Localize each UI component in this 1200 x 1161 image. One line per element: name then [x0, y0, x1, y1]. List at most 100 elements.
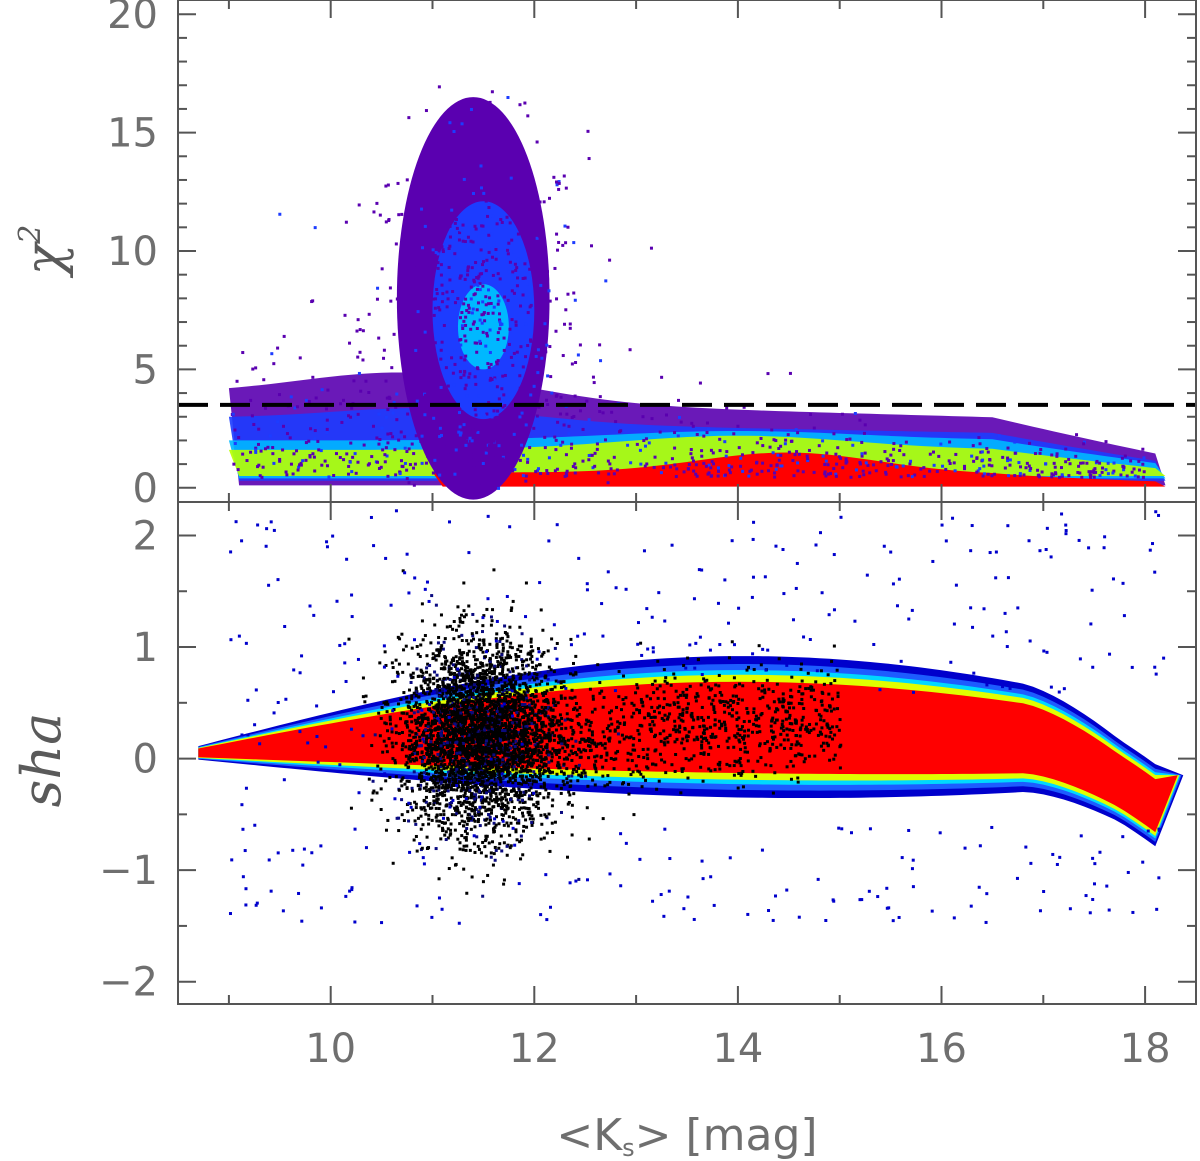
bottom-point — [394, 658, 398, 662]
top-point — [578, 343, 582, 347]
bottom-point — [384, 828, 388, 832]
bottom-point — [498, 698, 502, 702]
top-point — [513, 467, 517, 471]
top-point — [554, 180, 558, 184]
bottom-point — [512, 789, 516, 793]
bottom-point — [528, 726, 532, 730]
top-point — [406, 294, 410, 298]
bottom-point — [471, 780, 475, 784]
top-point — [436, 252, 440, 256]
bottom-point — [482, 719, 486, 723]
top-point — [378, 438, 382, 442]
bottom-point — [491, 715, 495, 719]
top-point — [468, 447, 472, 451]
top-point — [487, 302, 491, 306]
bottom-point — [473, 800, 477, 804]
bottom-point — [519, 838, 523, 842]
top-point — [525, 221, 529, 225]
top-point — [245, 459, 249, 463]
bottom-point — [455, 767, 459, 771]
top-point — [484, 199, 488, 203]
bottom-point — [442, 813, 446, 817]
bottom-point — [479, 744, 483, 748]
bottom-point — [420, 750, 424, 754]
bottom-point — [432, 802, 436, 806]
top-point — [531, 386, 535, 390]
bottom-point — [528, 685, 532, 689]
top-point — [910, 475, 914, 479]
top-point — [1098, 474, 1102, 478]
bottom-point — [490, 723, 494, 727]
top-point — [508, 327, 512, 331]
top-point — [475, 341, 479, 345]
top-point — [272, 461, 276, 465]
top-point — [723, 440, 727, 444]
top-point — [359, 389, 363, 393]
bottom-point — [419, 806, 423, 810]
bottom-point — [474, 646, 478, 650]
top-point — [563, 224, 567, 228]
top-point — [538, 200, 542, 204]
bottom-point — [511, 678, 515, 682]
top-point — [837, 455, 841, 459]
bottom-point — [434, 741, 438, 745]
top-point — [465, 439, 469, 443]
bottom-point — [529, 640, 533, 644]
top-point — [812, 426, 816, 430]
bottom-point — [525, 696, 529, 700]
top-point — [461, 327, 465, 331]
bottom-point — [450, 678, 454, 682]
bottom-point — [453, 719, 457, 723]
bottom-point — [432, 759, 436, 763]
bottom-point — [513, 693, 517, 697]
top-point — [478, 318, 482, 322]
bottom-point — [506, 668, 510, 672]
top-point — [486, 311, 490, 315]
bottom-point — [407, 747, 411, 751]
bottom-point — [482, 677, 486, 681]
top-point — [478, 272, 482, 276]
bottom-point — [428, 728, 432, 732]
bottom-point — [441, 826, 445, 830]
bottom-point — [494, 727, 498, 731]
bottom-point — [506, 743, 510, 747]
bottom-point — [545, 750, 549, 754]
top-point — [450, 208, 454, 212]
top-point — [573, 462, 577, 466]
bottom-point — [439, 613, 443, 617]
bottom-point — [402, 819, 406, 823]
bottom-point — [431, 754, 435, 758]
bottom-point — [475, 690, 479, 694]
bottom-point — [481, 669, 485, 673]
top-point — [461, 483, 465, 487]
bottom-point — [543, 813, 547, 817]
bottom-point — [391, 745, 395, 749]
bottom-point — [451, 750, 455, 754]
bottom-point — [508, 776, 512, 780]
bottom-point — [525, 755, 529, 759]
bottom-point — [387, 737, 391, 741]
top-point — [394, 405, 398, 409]
bottom-point — [481, 757, 485, 761]
bottom-point — [462, 788, 466, 792]
top-point — [573, 394, 577, 398]
bottom-point — [463, 721, 467, 725]
bottom-point — [490, 670, 494, 674]
top-point — [520, 411, 524, 415]
top-point — [975, 456, 979, 460]
bottom-point — [436, 736, 440, 740]
bottom-point — [417, 728, 421, 732]
top-point — [462, 319, 466, 323]
top-point — [677, 398, 681, 402]
top-point — [442, 324, 446, 328]
top-point — [509, 176, 513, 180]
bottom-point — [444, 656, 448, 660]
bottom-point — [461, 774, 465, 778]
top-point — [396, 181, 400, 185]
top-point — [779, 444, 783, 448]
bottom-point — [451, 690, 455, 694]
top-point — [783, 442, 787, 446]
top-point — [339, 402, 343, 406]
top-point — [557, 181, 561, 185]
bottom-point — [481, 731, 485, 735]
